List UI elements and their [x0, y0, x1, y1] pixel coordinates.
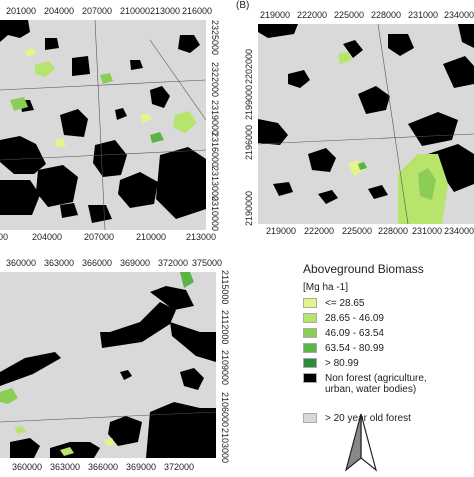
legend-swatch: [303, 358, 317, 368]
legend-label: Non forest (agriculture, urban, water bo…: [325, 373, 427, 395]
legend: Aboveground Biomass [Mg ha -1] <= 28.65 …: [303, 262, 473, 428]
legend-label: > 80.99: [325, 358, 359, 369]
panel-b-y-tick: 2202000: [244, 48, 254, 84]
panel-a-x-tick-top: 204000: [44, 6, 75, 16]
panel-c-x-tick-top: 369000: [120, 258, 151, 268]
panel-b-x-tick-top: 228000: [371, 10, 402, 20]
panel-c-y-tick: 2112000: [220, 310, 230, 345]
panel-c-x-tick-top: 360000: [6, 258, 37, 268]
panel-b-y-tick: 2196000: [244, 124, 254, 160]
panel-b-y-tick: 2190000: [244, 190, 254, 226]
panel-a-x-tick-bottom: 201000: [0, 232, 9, 242]
panel-b-y-tick: 2199000: [244, 84, 254, 120]
map-panel-c: [0, 272, 216, 458]
legend-label: 63.54 - 80.99: [325, 343, 384, 354]
panel-b-label: (B): [236, 0, 250, 11]
panel-a-x-tick-top: 201000: [6, 6, 37, 16]
panel-a-y-tick: 2322000: [210, 62, 220, 98]
panel-a-y-tick: 2319000: [210, 100, 220, 136]
legend-swatch: [303, 343, 317, 353]
map-c-graphic: [0, 272, 216, 458]
legend-swatch: [303, 373, 317, 383]
map-panel-a: [0, 20, 206, 230]
panel-b-x-tick-top: 222000: [297, 10, 328, 20]
legend-item: > 20 year old forest: [303, 413, 473, 428]
panel-c-x-tick-bottom: 363000: [50, 462, 81, 472]
legend-item: 28.65 - 46.09: [303, 313, 473, 328]
panel-c-y-tick: 2103000: [220, 428, 230, 464]
panel-c-y-tick: 2109000: [220, 350, 230, 386]
legend-unit: [Mg ha -1]: [303, 282, 349, 293]
legend-title: Aboveground Biomass: [303, 262, 424, 276]
panel-c-x-tick-bottom: 360000: [12, 462, 43, 472]
legend-swatch: [303, 413, 317, 423]
panel-b-x-tick-top: 234000: [444, 10, 474, 20]
panel-b-x-tick-bottom: 225000: [342, 226, 373, 236]
panel-a-x-tick-bottom: 204000: [32, 232, 63, 242]
legend-swatch: [303, 313, 317, 323]
panel-a-x-tick-top: 216000: [182, 6, 213, 16]
panel-c-x-tick-top: 363000: [44, 258, 75, 268]
panel-c-y-tick: 2115000: [220, 270, 230, 305]
panel-b-x-tick-bottom: 228000: [378, 226, 409, 236]
panel-a-x-tick-top: 207000: [82, 6, 113, 16]
legend-label: 46.09 - 63.54: [325, 328, 384, 339]
legend-label: > 20 year old forest: [325, 413, 411, 424]
north-arrow-icon: [344, 412, 378, 477]
panel-a-x-tick-top: 213000: [150, 6, 181, 16]
panel-c-x-tick-top: 375000: [192, 258, 223, 268]
legend-label: 28.65 - 46.09: [325, 313, 384, 324]
legend-swatch: [303, 328, 317, 338]
legend-item: 46.09 - 63.54: [303, 328, 473, 343]
legend-item: <= 28.65: [303, 298, 473, 313]
panel-b-x-tick-top: 219000: [260, 10, 291, 20]
panel-a-y-tick: 2316000: [210, 132, 220, 168]
panel-b-x-tick-bottom: 231000: [412, 226, 443, 236]
panel-c-x-tick-top: 372000: [158, 258, 189, 268]
map-a-graphic: [0, 20, 206, 230]
panel-b-x-tick-top: 225000: [334, 10, 365, 20]
panel-c-x-tick-top: 366000: [82, 258, 113, 268]
panel-c-y-tick: 2106000: [220, 392, 230, 428]
panel-a-x-tick-top: 210000: [120, 6, 151, 16]
panel-a-y-tick: 2310000: [210, 196, 220, 232]
panel-b-x-tick-bottom: 219000: [266, 226, 297, 236]
legend-swatch: [303, 298, 317, 308]
map-panel-b: [258, 24, 474, 224]
panel-c-x-tick-bottom: 372000: [164, 462, 195, 472]
panel-c-x-tick-bottom: 369000: [126, 462, 157, 472]
legend-label: <= 28.65: [325, 298, 365, 309]
panel-a-x-tick-bottom: 213000: [186, 232, 217, 242]
legend-item: 63.54 - 80.99: [303, 343, 473, 358]
panel-a-y-tick: 2325000: [210, 20, 220, 56]
panel-b-x-tick-bottom: 222000: [304, 226, 335, 236]
legend-item: Non forest (agriculture, urban, water bo…: [303, 373, 473, 413]
panel-b-x-tick-top: 231000: [408, 10, 439, 20]
panel-b-x-tick-bottom: 234000: [444, 226, 474, 236]
map-b-graphic: [258, 24, 474, 224]
legend-item: > 80.99: [303, 358, 473, 373]
panel-a-x-tick-bottom: 207000: [84, 232, 115, 242]
panel-a-x-tick-bottom: 210000: [136, 232, 167, 242]
panel-c-x-tick-bottom: 366000: [88, 462, 119, 472]
